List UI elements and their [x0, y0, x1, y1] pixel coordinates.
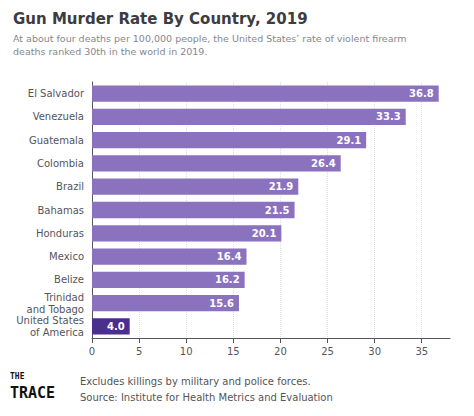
svg-text:0: 0	[89, 346, 95, 357]
svg-text:Excludes killings by military: Excludes killings by military and police…	[80, 376, 311, 387]
svg-text:35: 35	[415, 346, 428, 357]
svg-text:Trinidad: Trinidad	[44, 292, 84, 303]
svg-text:Venezuela: Venezuela	[33, 111, 84, 122]
svg-text:At about four deaths per 100,0: At about four deaths per 100,000 people,…	[13, 33, 407, 44]
svg-text:16.4: 16.4	[217, 251, 242, 262]
svg-text:Honduras: Honduras	[36, 228, 84, 239]
svg-text:of America: of America	[30, 327, 84, 338]
svg-text:deaths ranked 30th in the worl: deaths ranked 30th in the world in 2019.	[13, 46, 207, 57]
svg-text:Mexico: Mexico	[49, 251, 84, 262]
svg-text:20: 20	[274, 346, 287, 357]
svg-text:26.4: 26.4	[311, 158, 336, 169]
svg-text:United States: United States	[16, 315, 84, 326]
svg-text:33.3: 33.3	[376, 111, 401, 122]
svg-text:25: 25	[321, 346, 334, 357]
svg-text:10: 10	[180, 346, 193, 357]
svg-text:Guatemala: Guatemala	[29, 135, 84, 146]
svg-text:20.1: 20.1	[252, 228, 277, 239]
svg-text:30: 30	[368, 346, 381, 357]
svg-text:4.0: 4.0	[107, 321, 125, 332]
svg-text:El Salvador: El Salvador	[28, 88, 85, 99]
svg-text:TRACE: TRACE	[10, 384, 55, 402]
svg-text:15.6: 15.6	[209, 298, 234, 309]
svg-text:36.8: 36.8	[409, 88, 434, 99]
svg-text:Belize: Belize	[54, 274, 84, 285]
svg-text:Colombia: Colombia	[37, 158, 84, 169]
svg-text:THE: THE	[10, 372, 25, 381]
svg-text:Gun Murder Rate By Country, 20: Gun Murder Rate By Country, 2019	[13, 10, 308, 28]
svg-text:Bahamas: Bahamas	[37, 205, 84, 216]
svg-text:Brazil: Brazil	[56, 181, 84, 192]
svg-text:16.2: 16.2	[215, 274, 240, 285]
svg-text:15: 15	[227, 346, 240, 357]
svg-text:21.5: 21.5	[265, 205, 290, 216]
svg-text:29.1: 29.1	[336, 135, 361, 146]
svg-text:Source: Institute for Health M: Source: Institute for Health Metrics and…	[80, 392, 333, 403]
svg-text:5: 5	[136, 346, 142, 357]
svg-text:21.9: 21.9	[269, 181, 294, 192]
svg-text:and Tobago: and Tobago	[27, 304, 84, 315]
